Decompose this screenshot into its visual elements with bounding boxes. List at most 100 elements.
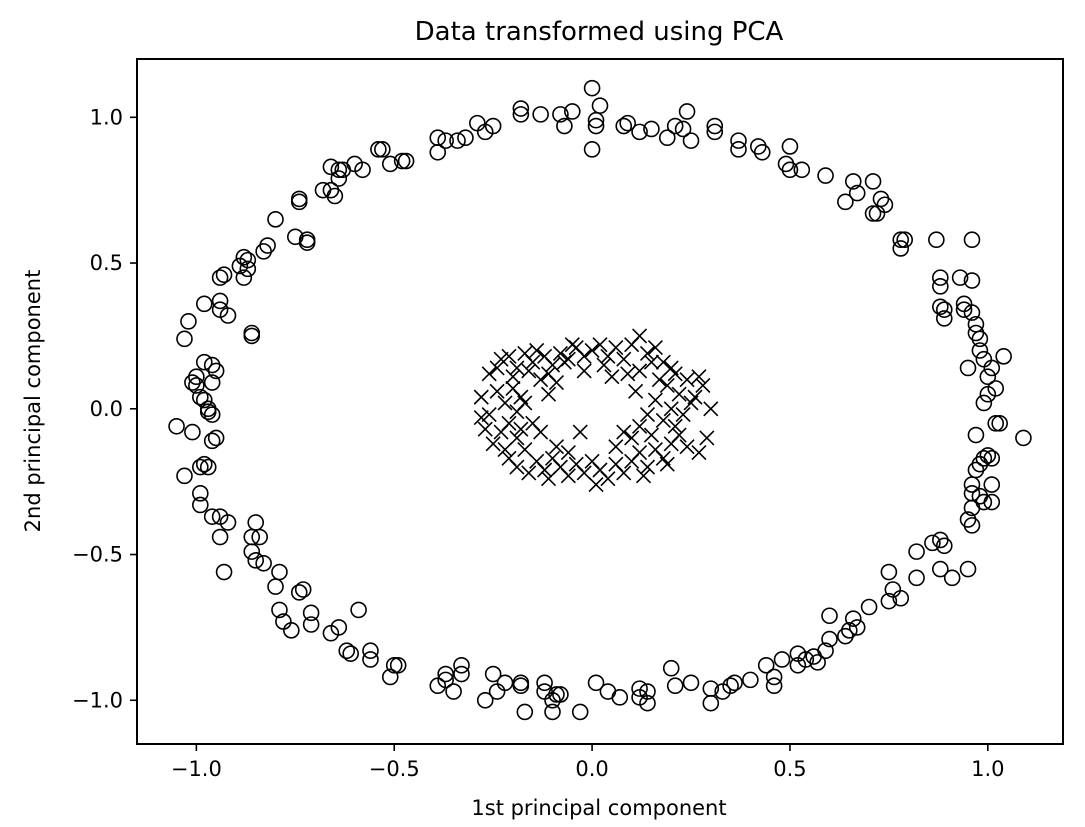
cross-point [552,345,568,361]
circle-point [837,193,854,211]
cross-point [628,383,644,399]
x-axis-label: 1st principal component [471,796,726,820]
circle-point [860,598,878,616]
circle-point [757,656,775,674]
circle-point [453,656,470,674]
circle-point [975,350,993,368]
cross-point [647,340,663,356]
circle-point [195,295,213,313]
circle-point [302,616,320,633]
circle-point [203,508,221,525]
cross-point [537,462,553,478]
circle-point [821,607,838,625]
cross-point [659,377,675,394]
cross-point [533,372,549,388]
cross-point [493,424,509,440]
circle-point [908,569,925,587]
circle-point [563,103,581,120]
circle-point [674,120,692,138]
cross-point [632,444,648,461]
cross-point [699,430,715,446]
circle-point [706,123,724,141]
circle-point [449,132,466,149]
circle-point [619,114,637,132]
circle-point [583,79,601,97]
circle-point [330,619,348,636]
cross-point [560,468,576,484]
circle-point [967,315,985,333]
cross-point [576,348,592,364]
cross-point [481,407,497,423]
circle-point [666,677,684,695]
cross-point [521,465,537,481]
circle-point [362,651,379,668]
chart-title: Data transformed using PCA [415,17,784,47]
circle-point [298,234,316,251]
circle-point [963,517,981,534]
cross-point [671,386,687,402]
circle-point [239,260,257,278]
cross-point [639,459,656,475]
cross-point [497,395,513,411]
cross-point [663,401,679,417]
cross-point [497,442,513,458]
cross-point [620,366,636,382]
circle-point [255,243,272,260]
cross-point [588,477,604,493]
cross-point [525,354,541,370]
circle-point [354,161,371,179]
circle-point [662,659,680,677]
circle-point [476,123,494,141]
circle-point [682,132,700,149]
circle-point [932,560,949,578]
circle-point [207,429,225,447]
cross-point [608,340,624,356]
cross-point [616,465,632,481]
cross-point [517,442,533,458]
circle-point [722,677,739,695]
cross-point [509,459,525,475]
circle-point [188,377,205,394]
circle-point [496,674,514,692]
circle-point [781,138,799,155]
x-tick-label: −1.0 [171,757,222,781]
circle-point [892,589,910,607]
cross-point [679,372,695,388]
cross-point [691,444,707,461]
circle-point [963,231,981,249]
circle-point [342,645,359,662]
circle-point [389,656,407,674]
cross-point [529,342,545,359]
cross-point [584,342,600,359]
circle-point [765,668,783,686]
circle-point [195,353,213,371]
circle-point [370,141,387,158]
circle-point [975,394,993,412]
circle-point [556,117,573,135]
cross-point [540,386,557,402]
circle-point [971,342,989,359]
circle-point [211,269,229,286]
circle-point [983,493,1001,511]
circle-point [809,654,826,671]
circle-point [322,158,340,176]
circle-point [841,622,858,639]
circle-point [516,703,534,721]
circle-point [211,528,229,546]
circle-point [932,298,949,316]
cross-point [493,351,509,367]
cross-point [556,354,572,370]
cross-point [651,372,667,388]
circle-point [706,117,724,135]
circle-point [544,703,561,721]
circle-point [963,485,981,502]
cross-point [667,418,683,434]
circle-point [631,680,648,697]
circle-point [488,683,506,700]
circle-point [908,543,925,560]
circle-point [532,106,549,123]
circle-point [271,563,288,581]
circle-point [639,683,656,700]
cross-point [679,439,695,455]
circle-point [484,665,502,683]
